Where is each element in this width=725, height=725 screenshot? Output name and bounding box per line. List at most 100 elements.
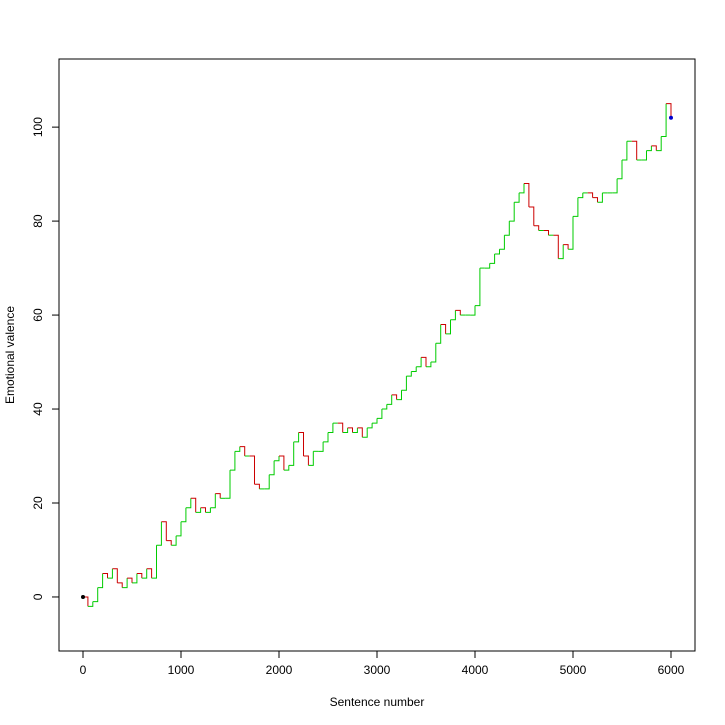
step-segment [127, 577, 133, 583]
y-tick-label: 0 [31, 593, 45, 600]
step-segment [372, 418, 378, 424]
y-tick-label: 60 [31, 308, 45, 322]
y-tick-label: 40 [31, 402, 45, 416]
step-segment [377, 409, 383, 419]
x-tick-label: 6000 [658, 663, 685, 677]
step-segment [171, 535, 177, 546]
step-segment [666, 103, 672, 118]
step-segment [489, 253, 496, 264]
step-segment [411, 366, 417, 372]
step-segment [577, 192, 584, 199]
step-segment [156, 521, 162, 546]
step-segment [146, 568, 153, 579]
step-segment [288, 441, 295, 466]
step-segment [264, 474, 270, 490]
step-segment [558, 244, 564, 260]
end-point [668, 115, 673, 120]
step-segment [612, 178, 618, 194]
step-segment [523, 183, 530, 207]
step-segment [563, 244, 569, 250]
step-segment [416, 357, 422, 368]
step-segment [528, 206, 535, 226]
step-segment [391, 394, 398, 400]
step-segment [440, 323, 447, 334]
step-segment [455, 309, 461, 316]
step-segment [239, 446, 246, 457]
y-tick-label: 80 [31, 214, 45, 228]
step-segment [249, 455, 256, 485]
step-segment [107, 568, 113, 579]
step-segment [381, 404, 388, 410]
step-segment [445, 319, 451, 335]
plot-frame [58, 58, 696, 652]
start-point [81, 594, 86, 599]
step-segment [151, 545, 158, 579]
step-segment [401, 376, 407, 391]
step-segment [621, 141, 628, 161]
step-segment [519, 183, 525, 194]
step-segment [342, 427, 349, 434]
step-segment [181, 507, 187, 523]
step-segment [279, 455, 285, 471]
step-segment [553, 234, 559, 259]
step-segment [337, 422, 344, 433]
step-segment [646, 145, 652, 152]
step-segment [435, 324, 442, 344]
x-axis-label: Sentence number [330, 695, 425, 709]
step-segment [225, 470, 231, 499]
step-segment [308, 451, 314, 466]
step-segment [661, 103, 667, 138]
step-segment [572, 197, 579, 217]
y-tick-label: 100 [31, 117, 45, 137]
step-segment [122, 578, 128, 589]
step-segment [112, 568, 118, 583]
step-segment [514, 192, 520, 203]
step-segment [631, 140, 638, 161]
step-segment [499, 235, 505, 250]
step-segment [269, 460, 275, 476]
step-segment [470, 305, 476, 316]
y-axis-label: Emotional valence [3, 306, 17, 404]
step-segment [303, 455, 309, 466]
step-segment [587, 192, 594, 198]
step-segment [205, 507, 211, 513]
step-segment [543, 229, 549, 236]
step-segment [504, 221, 510, 236]
step-segment [651, 145, 657, 151]
step-segment [323, 432, 329, 443]
step-segment [234, 446, 241, 452]
step-segment [132, 573, 138, 584]
y-tick-label: 20 [31, 496, 45, 510]
x-tick-label: 3000 [364, 663, 391, 677]
x-tick-label: 1000 [168, 663, 195, 677]
step-segment [215, 493, 221, 499]
step-segment [421, 356, 427, 367]
step-segment [656, 136, 662, 152]
step-segment [136, 572, 143, 579]
x-tick-label: 0 [80, 663, 87, 677]
step-segment [347, 427, 354, 433]
step-segment [176, 521, 182, 537]
step-segment [97, 573, 104, 589]
step-segment [597, 192, 603, 203]
step-segment [87, 601, 94, 607]
x-tick-label: 5000 [560, 663, 587, 677]
step-segment [484, 263, 491, 269]
step-segment [474, 268, 481, 307]
step-segment [367, 423, 373, 429]
step-segment [254, 483, 260, 489]
step-segment [328, 423, 334, 434]
step-segment [166, 540, 172, 546]
step-segment [641, 150, 647, 161]
step-segment [357, 427, 363, 438]
x-tick-label: 2000 [266, 663, 293, 677]
step-segment [568, 216, 574, 250]
step-segment [617, 160, 623, 180]
step-segment [283, 465, 290, 471]
step-segment [293, 432, 300, 443]
step-segment [298, 432, 305, 457]
step-segment [117, 582, 123, 588]
x-tick-label: 4000 [462, 663, 489, 677]
step-segment [425, 362, 432, 368]
